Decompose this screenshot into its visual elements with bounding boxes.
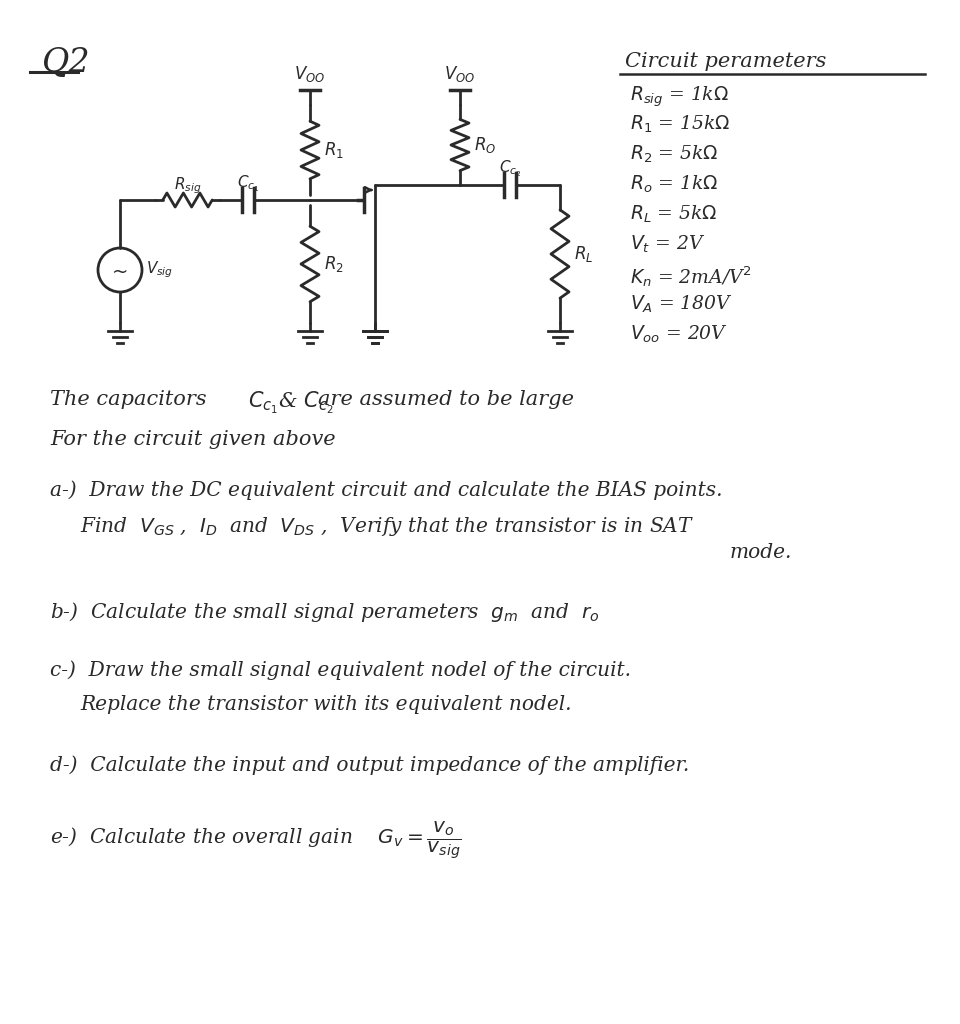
Text: & $C_{c_2}$: & $C_{c_2}$ [272,390,334,416]
Text: $V_{sig}$: $V_{sig}$ [146,260,174,281]
Text: Q2: Q2 [42,47,90,79]
Text: $R_1$ = 15k$\Omega$: $R_1$ = 15k$\Omega$ [630,114,731,135]
Text: a-)  Draw the DC equivalent circuit and calculate the BIAS points.: a-) Draw the DC equivalent circuit and c… [50,480,723,500]
Text: $V_t$ = 2V: $V_t$ = 2V [630,234,706,255]
Text: Find  $V_{GS}$ ,  $I_D$  and  $V_{DS}$ ,  Verify that the transistor is in SAT: Find $V_{GS}$ , $I_D$ and $V_{DS}$ , Ver… [80,515,694,538]
Text: $R_{sig}$: $R_{sig}$ [174,176,202,197]
Text: d-)  Calculate the input and output impedance of the amplifier.: d-) Calculate the input and output imped… [50,755,689,775]
Text: e-)  Calculate the overall gain    $G_v = \dfrac{v_o}{v_{sig}}$: e-) Calculate the overall gain $G_v = \d… [50,820,462,862]
Text: $R_o$ = 1k$\Omega$: $R_o$ = 1k$\Omega$ [630,174,718,196]
Text: $R_{sig}$ = 1k$\Omega$: $R_{sig}$ = 1k$\Omega$ [630,84,729,109]
Text: $R_1$: $R_1$ [324,140,344,160]
Text: $C_{c_1}$: $C_{c_1}$ [248,390,278,416]
Text: $R_2$ = 5k$\Omega$: $R_2$ = 5k$\Omega$ [630,144,718,165]
Text: mode.: mode. [730,543,792,562]
Text: $R_L$ = 5k$\Omega$: $R_L$ = 5k$\Omega$ [630,204,717,225]
Text: $V_{OO}$: $V_{OO}$ [295,63,325,84]
Text: The capacitors: The capacitors [50,390,206,409]
Text: $V_A$ = 180V: $V_A$ = 180V [630,294,732,315]
Text: $K_n$ = 2mA/V$^2$: $K_n$ = 2mA/V$^2$ [630,264,752,289]
Text: Replace the transistor with its equivalent nodel.: Replace the transistor with its equivale… [80,695,571,714]
Text: $V_{oo}$ = 20V: $V_{oo}$ = 20V [630,324,728,345]
Text: $R_2$: $R_2$ [324,254,344,274]
Text: $V_{OO}$: $V_{OO}$ [444,63,475,84]
Text: $C_{c_1}$: $C_{c_1}$ [237,174,259,195]
Text: $C_{c_2}$: $C_{c_2}$ [499,159,521,179]
Text: For the circuit given above: For the circuit given above [50,430,336,449]
Text: $R_L$: $R_L$ [574,244,593,264]
Text: are assumed to be large: are assumed to be large [318,390,574,409]
Text: ~: ~ [111,262,129,282]
Text: $R_O$: $R_O$ [474,135,496,155]
Text: Circuit perameters: Circuit perameters [625,52,827,71]
Text: b-)  Calculate the small signal perameters  $g_m$  and  $r_o$: b-) Calculate the small signal perameter… [50,600,600,624]
Text: c-)  Draw the small signal equivalent nodel of the circuit.: c-) Draw the small signal equivalent nod… [50,660,631,680]
